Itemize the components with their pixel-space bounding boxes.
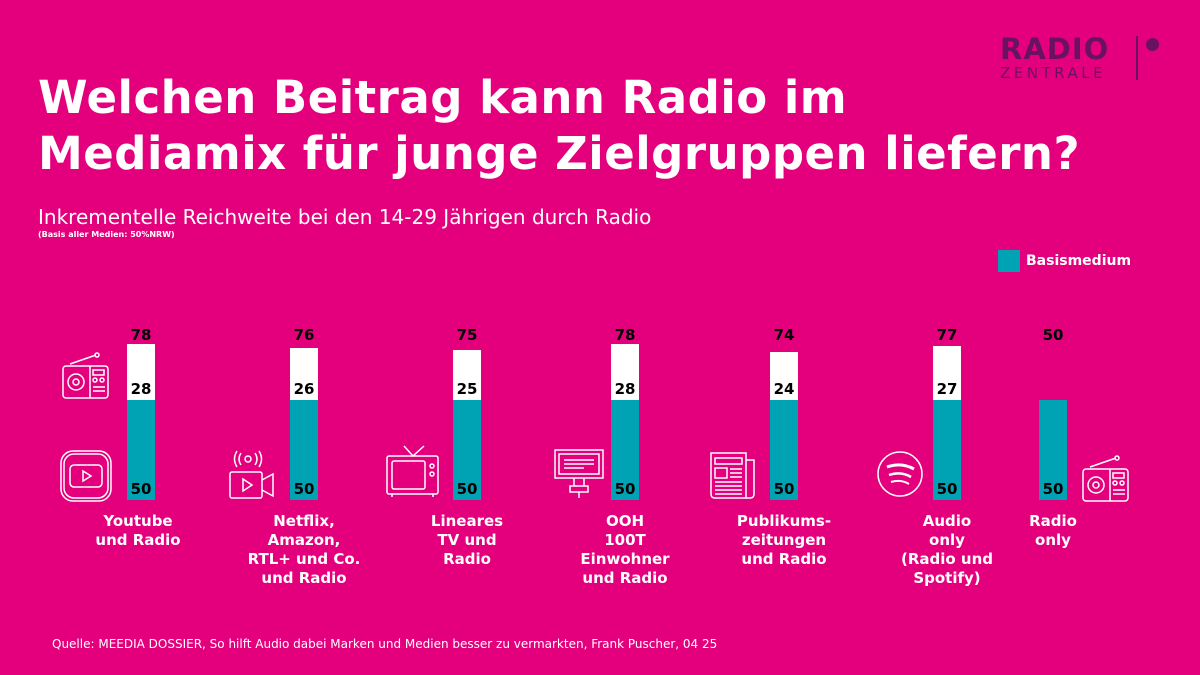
base-label: 50 [457, 480, 478, 498]
base-label: 50 [937, 480, 958, 498]
chart-note: (Basis aller Medien: 50%NRW) [38, 230, 175, 239]
total-label: 78 [615, 326, 636, 344]
base-label: 50 [615, 480, 636, 498]
bar-increment [770, 352, 798, 400]
category-label: Audio only (Radio und Spotify) [900, 512, 994, 587]
category-label: OOH 100T Einwohner und Radio [580, 512, 670, 587]
category-label: Netflix, Amazon, RTL+ und Co. und Radio [247, 512, 361, 587]
radio-icon [62, 352, 109, 399]
title-line-2: Mediamix für junge Zielgruppen liefern? [38, 127, 1081, 180]
increment-label: 26 [294, 380, 315, 398]
legend-label: Basismedium [1026, 253, 1132, 269]
category-label: Youtube und Radio [95, 512, 181, 549]
legend: Basismedium [998, 250, 1131, 272]
chart-subtitle: Inkrementelle Reichweite bei den 14-29 J… [38, 205, 652, 229]
total-label: 75 [457, 326, 478, 344]
legend-swatch [998, 250, 1020, 272]
base-label: 50 [1043, 480, 1064, 498]
base-label: 50 [774, 480, 795, 498]
newspaper-icon [710, 452, 755, 499]
total-label: 50 [1043, 326, 1064, 344]
total-label: 74 [774, 326, 795, 344]
bar-basismedium [453, 400, 481, 500]
increment-label: 27 [937, 380, 958, 398]
bar-basismedium [290, 400, 318, 500]
bar-increment [933, 346, 961, 400]
increment-label: 28 [131, 380, 152, 398]
total-label: 77 [937, 326, 958, 344]
source-note: Quelle: MEEDIA DOSSIER, So hilft Audio d… [52, 637, 718, 651]
increment-label: 24 [774, 380, 795, 398]
category-label: Lineares TV und Radio [430, 512, 504, 568]
logo-line-1: RADIO [1000, 32, 1110, 66]
billboard-icon [554, 449, 604, 498]
page-title: Welchen Beitrag kann Radio im Mediamix f… [38, 70, 1080, 182]
youtube-icon [60, 450, 112, 502]
base-label: 50 [131, 480, 152, 498]
bar-basismedium [770, 400, 798, 500]
bar-increment [453, 350, 481, 400]
logo-line-2: ZENTRALE [1000, 64, 1107, 82]
tv-icon [386, 445, 439, 497]
increment-label: 25 [457, 380, 478, 398]
bar-increment [127, 344, 155, 400]
title-line-1: Welchen Beitrag kann Radio im [38, 71, 848, 124]
total-label: 76 [294, 326, 315, 344]
base-label: 50 [294, 480, 315, 498]
logo-divider [1136, 36, 1138, 80]
radio-zentrale-logo: RADIO ZENTRALE [1000, 32, 1159, 82]
total-label: 78 [131, 326, 152, 344]
bar-increment [611, 344, 639, 400]
bar-basismedium [1039, 400, 1067, 500]
logo-dot [1146, 38, 1159, 51]
bar-increment [290, 348, 318, 400]
spotify-icon [877, 451, 923, 497]
bar-basismedium [127, 400, 155, 500]
radio-icon [1082, 455, 1129, 502]
video-camera-broadcast-icon [229, 450, 274, 499]
increment-label: 28 [615, 380, 636, 398]
category-label: Publikums- zeitungen und Radio [736, 512, 832, 568]
category-label: Radio only [1029, 512, 1077, 549]
bar-basismedium [611, 400, 639, 500]
bar-basismedium [933, 400, 961, 500]
